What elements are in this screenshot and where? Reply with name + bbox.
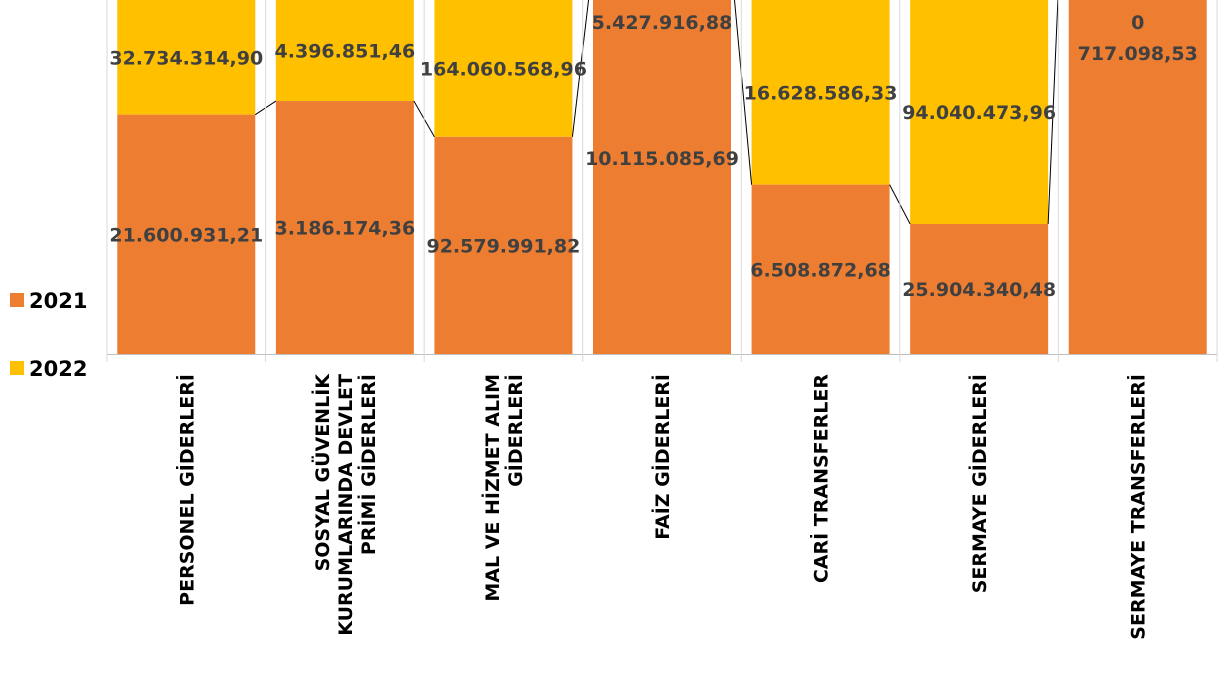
data-labels-layer: 32.734.314,90 21.600.931,21 4.396.851,46 3.… <box>109 12 1197 301</box>
category-label-3-line-2: GİDERLERİ <box>503 374 527 487</box>
category-label-1-line-1: PERSONEL GİDERLERİ <box>174 374 198 606</box>
category-label-2-line-2: KURUMLARINDA DEVLET <box>335 374 357 636</box>
axes-layer <box>106 0 1218 362</box>
bar-2021-3 <box>434 136 573 354</box>
category-label-3: MAL VE HİZMET ALIM GİDERLERİ <box>480 374 527 602</box>
bar-2021-6 <box>910 223 1049 354</box>
category-label-7: SERMAYE TRANSFERLERİ <box>1126 374 1150 640</box>
data-label-2021-3: 92.579.991,82 <box>426 235 580 257</box>
data-label-2021-1: 21.600.931,21 <box>109 224 263 246</box>
bar-2022-6 <box>910 0 1049 224</box>
legend: 2021 2022 <box>10 289 87 381</box>
category-label-4: FAİZ GİDERLERİ <box>650 374 674 540</box>
series-line-2021-6 <box>1047 0 1059 225</box>
data-label-2022-4: 5.427.916,88 <box>592 12 733 34</box>
bar-2022-1 <box>117 0 256 115</box>
data-label-2022-3: 164.060.568,96 <box>420 58 587 80</box>
bar-2022-2 <box>275 0 414 102</box>
legend-label-2021: 2021 <box>29 289 87 313</box>
category-label-4-line-1: FAİZ GİDERLERİ <box>650 374 674 540</box>
data-label-2022-2: 4.396.851,46 <box>275 41 416 63</box>
data-label-2021-2: 3.186.174,36 <box>275 218 416 240</box>
category-label-7-line-1: SERMAYE TRANSFERLERİ <box>1126 374 1150 640</box>
data-label-2022-6: 94.040.473,96 <box>902 102 1056 124</box>
category-label-6-line-1: SERMAYE GİDERLERİ <box>967 374 991 593</box>
data-label-2021-6: 25.904.340,48 <box>902 279 1056 301</box>
category-label-2-line-1: SOSYAL GÜVENLİK <box>310 373 334 572</box>
category-labels-layer: PERSONEL GİDERLERİ SOSYAL GÜVENLİK KURUMLA… <box>174 373 1149 640</box>
data-label-2022-5: 16.628.586,33 <box>744 82 898 104</box>
bar-2021-2 <box>275 101 414 354</box>
category-label-6: SERMAYE GİDERLERİ <box>967 374 991 593</box>
category-label-5: CARİ TRANSFERLER <box>809 374 833 584</box>
bar-2022-3 <box>434 0 573 137</box>
legend-label-2022: 2022 <box>29 357 87 381</box>
bar-2021-5 <box>751 184 890 354</box>
category-label-5-line-1: CARİ TRANSFERLER <box>809 374 833 584</box>
data-label-2021-5: 6.508.872,68 <box>750 259 891 281</box>
bar-2021-1 <box>117 114 256 354</box>
data-label-2022-1: 32.734.314,90 <box>109 47 263 69</box>
category-label-2-line-3: PRİMİ GİDERLERİ <box>356 374 380 555</box>
legend-swatch-2021 <box>10 293 24 307</box>
bars-layer <box>117 0 1207 354</box>
legend-swatch-2022 <box>10 361 24 375</box>
category-label-1: PERSONEL GİDERLERİ <box>174 374 198 606</box>
data-label-2021-7: 717.098,53 <box>1078 43 1198 65</box>
data-label-2021-4: 10.115.085,69 <box>585 148 739 170</box>
data-label-2022-7: 0 <box>1131 12 1144 34</box>
bar-2021-7 <box>1068 0 1207 354</box>
bar-2022-5 <box>751 0 890 185</box>
category-label-2: SOSYAL GÜVENLİK KURUMLARINDA DEVLET PRİMİ … <box>310 373 380 636</box>
bar-2021-4 <box>593 0 731 354</box>
category-label-3-line-1: MAL VE HİZMET ALIM <box>480 374 504 602</box>
